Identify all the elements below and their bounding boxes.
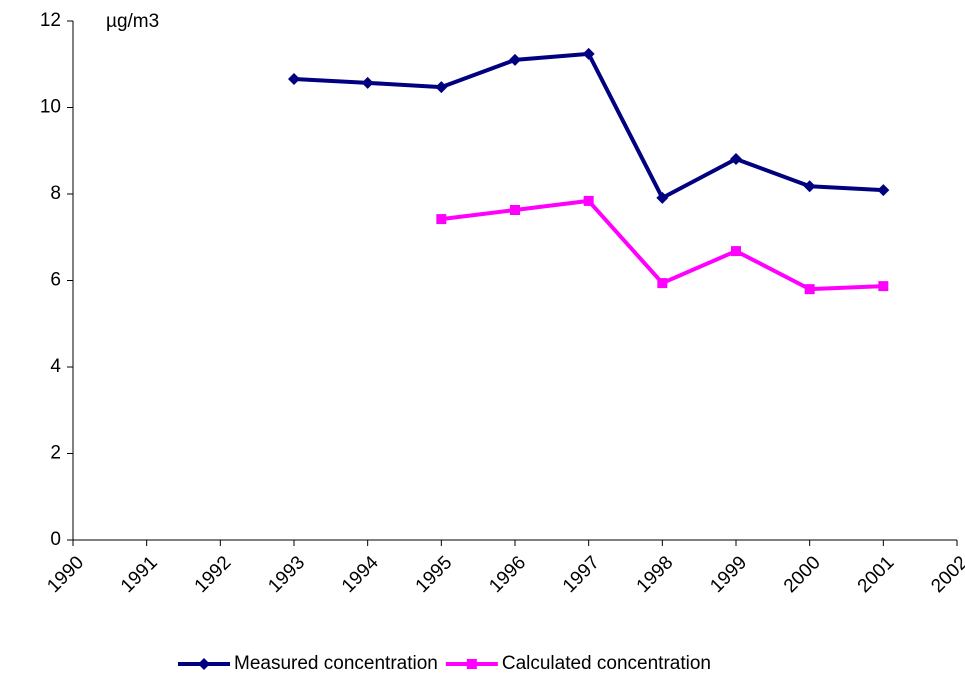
marker [361, 76, 374, 89]
x-tick-label: 1998 [633, 552, 678, 597]
marker [878, 281, 889, 292]
x-tick-label: 2000 [780, 552, 825, 597]
series-line [293, 51, 884, 200]
x-tick-label: 1990 [43, 552, 88, 597]
y-tick-label: 0 [50, 529, 61, 550]
y-tick-label: 12 [40, 10, 61, 31]
marker [509, 53, 521, 66]
marker [731, 246, 741, 257]
marker [804, 284, 815, 295]
x-tick-label: 2002 [927, 552, 965, 597]
marker [877, 184, 890, 197]
marker [510, 205, 520, 216]
y-tick-label: 4 [50, 356, 61, 377]
marker [583, 195, 594, 206]
series-line [441, 198, 884, 292]
marker [657, 278, 668, 289]
x-tick-label: 1994 [338, 552, 383, 597]
x-tick-label: 1995 [412, 552, 457, 597]
y-tick-label: 6 [50, 270, 61, 291]
y-tick-label: 2 [50, 443, 61, 464]
legend: Measured concentration Calculated concent… [178, 653, 711, 674]
y-axis-label: µg/m3 [106, 11, 159, 32]
x-tick-label: 1992 [191, 552, 236, 597]
legend-label: Measured concentration [234, 653, 438, 674]
legend-marker [466, 659, 477, 669]
x-tick-label: 1997 [559, 552, 604, 597]
y-tick-label: 8 [50, 183, 61, 204]
marker [582, 47, 595, 60]
x-tick-label: 1991 [117, 552, 162, 597]
marker [435, 81, 448, 94]
legend-marker [198, 658, 210, 670]
y-tick-label: 10 [40, 97, 61, 118]
x-tick-label: 2001 [854, 552, 899, 597]
marker [803, 180, 816, 193]
x-tick-label: 1999 [706, 552, 751, 597]
legend-label: Calculated concentration [502, 653, 711, 674]
marker [730, 152, 742, 165]
x-tick-label: 1996 [485, 552, 530, 597]
marker [656, 191, 669, 204]
marker [436, 214, 447, 225]
marker [288, 72, 300, 85]
x-tick-label: 1993 [264, 552, 309, 597]
